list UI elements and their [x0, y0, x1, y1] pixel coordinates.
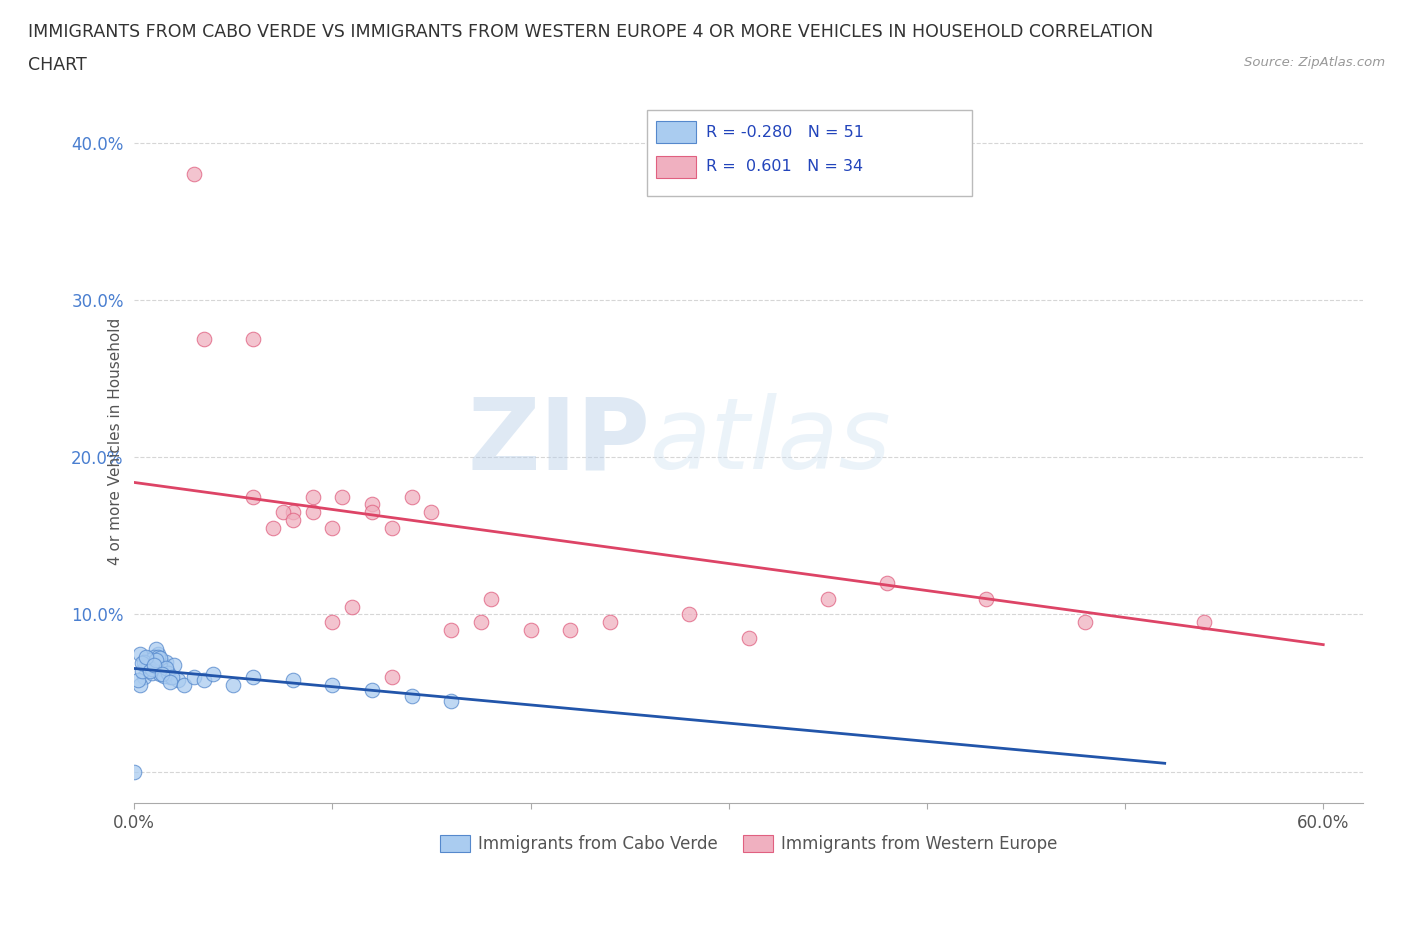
Point	[976, 591, 998, 606]
Point	[149, 651, 172, 666]
Point	[817, 591, 839, 606]
Point	[262, 521, 284, 536]
Point	[155, 660, 177, 675]
Legend: Immigrants from Cabo Verde, Immigrants from Western Europe: Immigrants from Cabo Verde, Immigrants f…	[433, 829, 1064, 860]
Point	[135, 649, 157, 664]
Point	[131, 656, 153, 671]
Point	[132, 654, 155, 669]
Text: R =  0.601   N = 34: R = 0.601 N = 34	[706, 159, 863, 174]
Point	[321, 678, 343, 693]
Point	[281, 505, 304, 520]
Point	[131, 664, 153, 679]
Point	[1194, 615, 1216, 630]
Point	[242, 489, 264, 504]
Point	[183, 167, 205, 182]
Point	[321, 521, 343, 536]
Point	[876, 576, 898, 591]
Point	[145, 653, 167, 668]
Point	[143, 649, 166, 664]
Point	[129, 678, 152, 693]
Point	[678, 607, 700, 622]
Point	[401, 489, 423, 504]
Point	[159, 670, 181, 684]
Point	[153, 658, 176, 672]
Text: IMMIGRANTS FROM CABO VERDE VS IMMIGRANTS FROM WESTERN EUROPE 4 OR MORE VEHICLES : IMMIGRANTS FROM CABO VERDE VS IMMIGRANTS…	[28, 23, 1153, 41]
FancyBboxPatch shape	[647, 111, 972, 196]
Point	[242, 670, 264, 684]
Point	[222, 678, 245, 693]
Point	[361, 505, 384, 520]
Point	[361, 683, 384, 698]
FancyBboxPatch shape	[657, 156, 696, 178]
Text: atlas: atlas	[650, 393, 891, 490]
Point	[440, 694, 463, 709]
Text: Source: ZipAtlas.com: Source: ZipAtlas.com	[1244, 56, 1385, 69]
Point	[135, 658, 157, 672]
Point	[155, 654, 177, 669]
Point	[876, 143, 898, 158]
Point	[143, 658, 166, 672]
Point	[193, 332, 215, 347]
Point	[146, 649, 169, 664]
FancyBboxPatch shape	[657, 121, 696, 143]
Point	[281, 512, 304, 527]
Point	[132, 670, 155, 684]
Point	[150, 667, 173, 682]
Point	[301, 505, 323, 520]
Point	[330, 489, 353, 504]
Point	[381, 670, 404, 684]
Point	[381, 521, 404, 536]
Point	[166, 673, 188, 688]
Point	[150, 662, 173, 677]
Point	[340, 599, 363, 614]
Point	[145, 642, 167, 657]
Point	[183, 670, 205, 684]
Point	[281, 673, 304, 688]
Point	[122, 764, 145, 779]
Point	[737, 631, 759, 645]
Point	[159, 674, 181, 689]
Point	[163, 658, 186, 672]
Point	[160, 670, 183, 684]
Point	[136, 651, 159, 666]
Point	[139, 664, 162, 679]
Point	[143, 662, 166, 677]
Point	[149, 667, 172, 682]
Point	[479, 591, 502, 606]
Y-axis label: 4 or more Vehicles in Household: 4 or more Vehicles in Household	[108, 318, 124, 565]
Text: R = -0.280   N = 51: R = -0.280 N = 51	[706, 125, 863, 140]
Point	[242, 332, 264, 347]
Point	[271, 505, 294, 520]
Point	[470, 615, 492, 630]
Point	[129, 646, 152, 661]
Point	[156, 665, 179, 680]
Point	[141, 665, 163, 680]
Point	[127, 673, 149, 688]
Point	[173, 678, 195, 693]
Point	[321, 615, 343, 630]
Point	[361, 497, 384, 512]
Point	[420, 505, 443, 520]
Point	[141, 662, 163, 677]
Point	[139, 654, 162, 669]
Point	[401, 689, 423, 704]
Point	[139, 653, 162, 668]
Point	[301, 489, 323, 504]
Point	[146, 646, 169, 661]
Point	[519, 623, 541, 638]
Point	[1074, 615, 1097, 630]
Point	[440, 623, 463, 638]
Point	[136, 659, 159, 674]
Point	[145, 656, 167, 671]
Point	[599, 615, 621, 630]
Point	[560, 623, 582, 638]
Point	[150, 660, 173, 675]
Point	[153, 669, 176, 684]
Point	[193, 673, 215, 688]
Text: ZIP: ZIP	[467, 393, 650, 490]
Point	[202, 667, 225, 682]
Text: CHART: CHART	[28, 56, 87, 73]
